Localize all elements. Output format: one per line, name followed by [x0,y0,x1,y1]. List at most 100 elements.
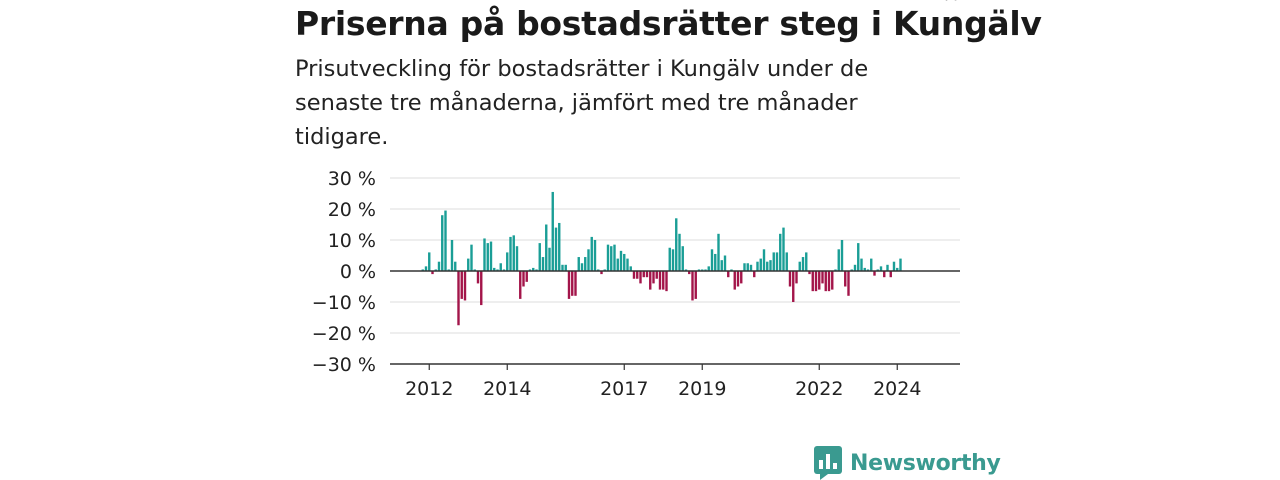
bar [525,271,528,282]
x-tick-label: 2022 [795,378,843,400]
y-axis-labels: 30 % 20 % 10 % 0 % −10 % −20 % −30 % [312,168,376,376]
bar [593,240,597,271]
bar [587,249,590,271]
bar [623,253,626,271]
x-tick-label: 2024 [873,378,921,400]
brand-name: Newsworthy [850,450,1001,476]
bar [733,271,736,290]
bar [652,271,655,284]
bar [805,252,808,271]
bar [561,264,564,271]
bar [873,271,876,276]
bar [636,271,639,279]
bar [808,271,811,275]
bar [727,271,730,278]
bar [889,271,892,278]
bar [795,271,798,284]
bar [821,271,824,284]
bar [532,267,535,271]
bar [740,271,743,284]
bar [522,271,525,287]
y-tick-label: −20 % [312,323,376,345]
y-tick-label: 0 % [340,261,376,283]
bar [707,266,710,271]
bar [613,244,616,271]
bar [717,233,720,271]
bar [467,258,470,271]
bar [668,247,671,271]
bar [486,243,489,271]
y-tick-label: 30 % [328,168,376,190]
x-tick-label: 2017 [600,378,648,400]
bar [645,271,649,278]
bar [476,271,480,284]
bar [883,271,886,278]
bar [642,271,645,278]
bar [847,271,850,296]
bar [619,250,623,271]
bar [616,258,619,271]
bar [489,241,493,271]
bar [766,261,769,271]
bar [857,243,860,271]
bar [772,252,775,271]
bar [655,271,658,279]
bar [441,215,444,271]
bar [639,271,642,284]
bar [567,271,571,299]
bar [554,227,558,271]
bar [538,243,541,271]
x-tick-label: 2012 [405,378,453,400]
bar [574,271,577,296]
bar [827,271,831,292]
y-tick-label: 20 % [328,199,376,221]
bar [626,258,629,271]
bar [792,271,795,302]
bar [548,247,551,271]
bar [853,264,857,271]
bar [584,257,587,271]
bar [512,235,515,271]
bar [736,271,740,287]
bar [779,233,782,271]
bar [454,261,457,271]
bar [818,271,821,290]
x-tick-label: 2014 [483,378,531,400]
annotations: 4 % [924,0,960,5]
bar [541,257,545,271]
bar [782,227,785,271]
bars [421,191,902,326]
bar [577,257,580,271]
bar [499,263,502,271]
axes [390,270,960,365]
bar [428,252,431,271]
bar [775,252,779,271]
y-tick-label: 10 % [328,230,376,252]
bar [863,267,866,271]
bar [629,266,632,271]
bar [515,246,519,271]
bar [493,267,496,271]
bar [580,263,584,271]
bar [610,246,613,271]
bar [759,258,762,271]
bar [896,267,899,271]
bar [723,255,727,271]
bar [649,271,652,290]
bar [470,244,473,271]
bar [519,271,522,299]
bar [746,263,749,271]
bar [801,257,805,271]
bar [681,246,684,271]
bar [788,271,792,287]
bar [688,271,691,275]
bar [811,271,814,292]
bar [678,233,681,271]
bar [437,261,441,271]
bar [450,240,454,271]
bar [714,253,717,271]
bar [743,263,746,271]
bar [756,261,759,271]
bar [814,271,818,292]
bar [671,249,675,271]
